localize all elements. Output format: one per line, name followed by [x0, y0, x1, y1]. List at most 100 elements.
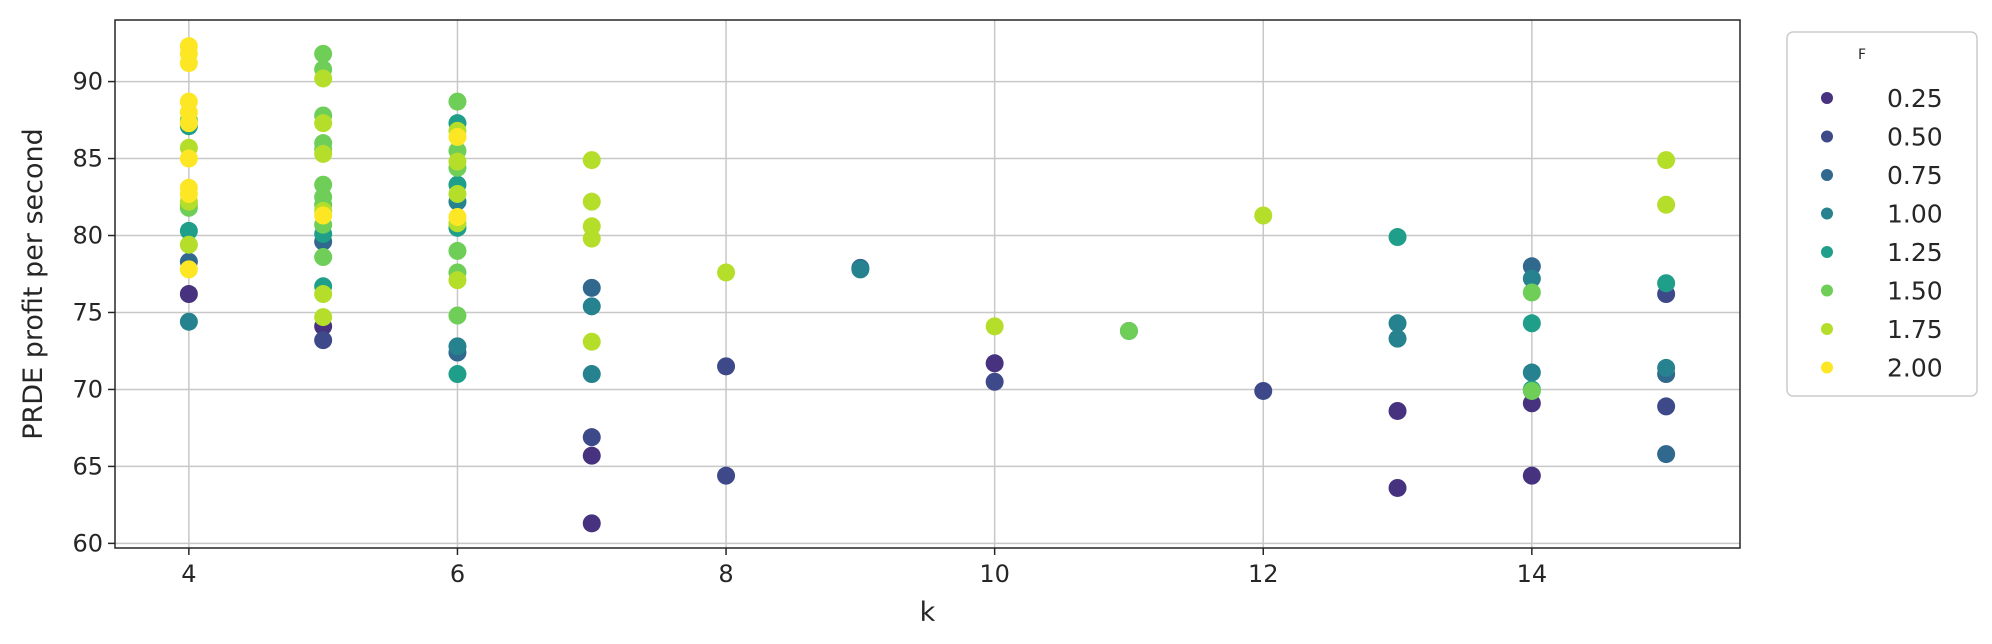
data-point [1522, 314, 1541, 333]
data-point [582, 192, 601, 211]
grid-lines [115, 20, 1740, 548]
x-tick-label: 10 [979, 560, 1010, 588]
data-point [1388, 228, 1407, 247]
legend-marker [1821, 361, 1833, 374]
data-point [179, 54, 198, 73]
data-point [448, 271, 467, 290]
data-point [179, 184, 198, 203]
data-point [985, 372, 1004, 391]
data-point [448, 152, 467, 171]
data-point [179, 312, 198, 331]
x-tick-label: 14 [1517, 560, 1548, 588]
data-point [1522, 394, 1541, 413]
legend-label: 0.75 [1887, 161, 1943, 190]
data-point [1388, 401, 1407, 420]
y-tick-label: 80 [72, 222, 103, 250]
legend: F 0.25 0.50 0.75 1.00 1.25 1.50 1.75 2.00 [1786, 31, 1978, 397]
legend-marker [1821, 284, 1833, 297]
data-point [717, 263, 736, 282]
legend-label: 1.25 [1887, 238, 1943, 267]
data-point [314, 206, 333, 225]
data-point [448, 337, 467, 356]
legend-marker [1821, 169, 1833, 181]
data-point [1657, 195, 1676, 214]
data-point [1522, 381, 1541, 400]
data-point [314, 69, 333, 88]
data-point [1254, 381, 1273, 400]
data-point [179, 114, 198, 133]
x-tick-label: 6 [450, 560, 465, 588]
data-point [314, 44, 333, 63]
x-tick-label: 8 [718, 560, 733, 588]
data-point [179, 221, 198, 240]
data-point [179, 260, 198, 279]
legend-label: 1.75 [1887, 315, 1943, 344]
data-point [1657, 358, 1676, 377]
data-points [179, 37, 1676, 533]
legend-label: 1.00 [1887, 200, 1943, 229]
data-point [985, 317, 1004, 336]
data-point [179, 235, 198, 254]
plot-frame [114, 19, 1741, 549]
legend-marker [1821, 92, 1833, 104]
x-tick-label: 4 [181, 560, 196, 588]
data-point [448, 306, 467, 325]
y-axis-ticks: 60 65 70 75 80 85 90 [72, 68, 115, 557]
y-axis-label: PRDE profit per second [18, 128, 49, 440]
data-point [717, 466, 736, 485]
data-point [851, 260, 870, 279]
data-point [582, 428, 601, 447]
data-point [1522, 363, 1541, 382]
data-point [448, 241, 467, 260]
y-tick-label: 75 [72, 298, 103, 326]
y-tick-label: 60 [72, 529, 103, 557]
legend-label: 2.00 [1887, 354, 1943, 383]
data-point [1657, 274, 1676, 293]
x-axis-label: k [920, 597, 936, 628]
y-tick-label: 70 [72, 375, 103, 403]
data-point [314, 308, 333, 327]
data-point [1254, 206, 1273, 225]
data-point [717, 357, 736, 376]
data-point [314, 331, 333, 350]
y-tick-label: 85 [72, 145, 103, 173]
data-point [582, 217, 601, 236]
data-point [1657, 151, 1676, 170]
data-point [1388, 314, 1407, 333]
data-point [314, 175, 333, 194]
data-point [582, 514, 601, 533]
data-point [179, 285, 198, 304]
legend-label: 0.50 [1887, 123, 1943, 152]
data-point [1119, 321, 1138, 340]
legend-marker [1821, 323, 1833, 335]
y-tick-label: 90 [72, 68, 103, 96]
data-point [582, 297, 601, 316]
data-point [985, 354, 1004, 373]
data-point [1522, 257, 1541, 276]
data-point [448, 92, 467, 111]
data-point [582, 278, 601, 297]
data-point [1657, 445, 1676, 464]
x-axis-ticks: 4 6 8 10 12 14 [181, 548, 1547, 588]
data-point [582, 332, 601, 351]
legend-marker [1821, 130, 1833, 143]
data-point [314, 285, 333, 304]
data-point [448, 365, 467, 384]
data-point [582, 365, 601, 384]
data-point [448, 208, 467, 227]
legend-label: 0.25 [1887, 84, 1943, 113]
data-point [448, 127, 467, 146]
legend-title: F [1858, 47, 1866, 63]
data-point [582, 151, 601, 170]
data-point [1522, 283, 1541, 302]
legend-frame [1786, 31, 1978, 397]
y-tick-label: 65 [72, 452, 103, 480]
data-point [1388, 329, 1407, 348]
legend-marker [1821, 207, 1833, 220]
data-point [1522, 269, 1541, 288]
data-point [179, 149, 198, 168]
legend-label: 1.50 [1887, 277, 1943, 306]
legend-entries: 0.25 0.50 0.75 1.00 1.25 1.50 1.75 2.00 [1821, 84, 1943, 383]
data-point [314, 114, 333, 133]
